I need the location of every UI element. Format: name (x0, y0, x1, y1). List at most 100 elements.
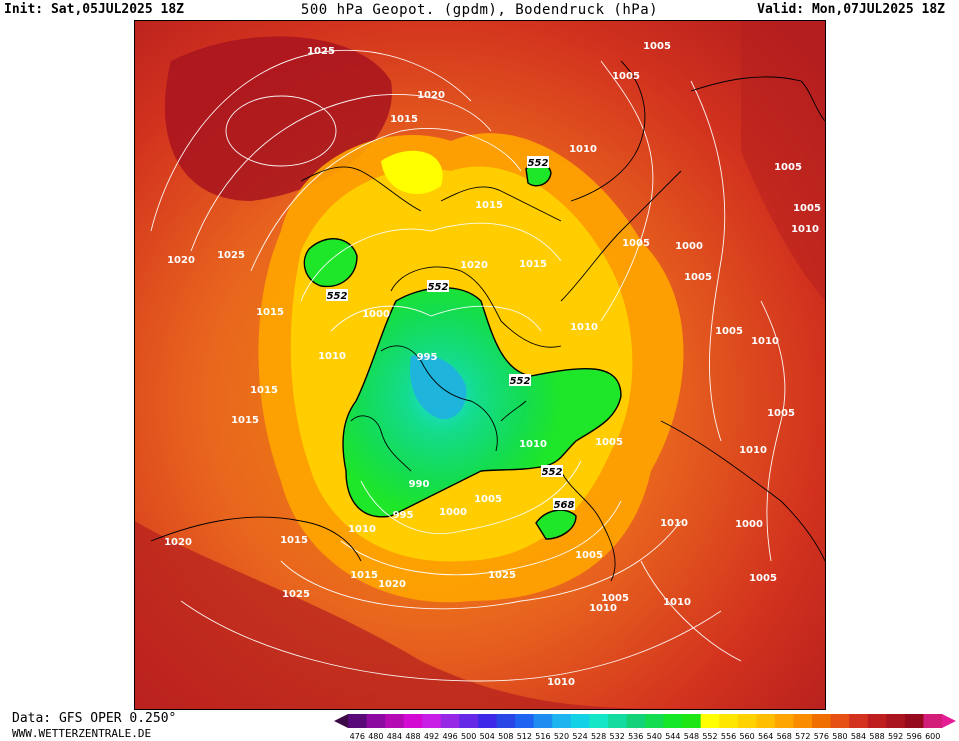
legend-tick-label: 556 (721, 732, 736, 741)
geopotential-label-text: 552 (327, 291, 348, 302)
legend-swatch (812, 714, 832, 728)
map-title: 500 hPa Geopot. (gpdm), Bodendruck (hPa) (300, 2, 659, 18)
isobar-label: 1005 (767, 408, 795, 419)
geopotential-label: 552 (527, 156, 549, 169)
isobar-label: 1015 (250, 385, 278, 396)
geopotential-label: 552 (541, 465, 563, 478)
isobar-label: 1005 (474, 494, 502, 505)
legend-tick-label: 540 (647, 732, 662, 741)
isobar-label: 1005 (622, 238, 650, 249)
cold-core (410, 354, 467, 420)
isobar-label: 1005 (715, 326, 743, 337)
isobar-label: 990 (409, 479, 430, 490)
legend-tick-label: 512 (517, 732, 532, 741)
legend-swatch (496, 714, 516, 728)
data-source: Data: GFS OPER 0.250° (12, 711, 177, 726)
legend-swatch (366, 714, 386, 728)
legend-swatch (830, 714, 850, 728)
isobar-label: 1015 (256, 307, 284, 318)
legend-swatch (459, 714, 479, 728)
isobar-label: 1020 (417, 90, 445, 101)
legend-tick-label: 572 (795, 732, 810, 741)
isobar-label: 1005 (774, 162, 802, 173)
website: WWW.WETTERZENTRALE.DE (12, 727, 152, 740)
legend-tick-label: 484 (387, 732, 402, 741)
color-legend: 476 480 484 488 492 496 500 504 508 512 516 520 524 5… (334, 714, 956, 741)
legend-swatch (923, 714, 943, 728)
legend-tick-label: 560 (739, 732, 754, 741)
isobar-label: 995 (393, 510, 414, 521)
map-canvas: 1025102010151005100510101005100510101015… (135, 21, 825, 709)
geopotential-label: 552 (326, 289, 348, 302)
geopotential-label-text: 568 (554, 500, 575, 511)
isobar-label: 1020 (378, 579, 406, 590)
legend-tick-label: 492 (424, 732, 439, 741)
geopotential-label: 552 (509, 374, 531, 387)
legend-tick-label: 524 (572, 732, 587, 741)
isobar-label: 995 (417, 352, 438, 363)
isobar-label: 1010 (569, 144, 597, 155)
geopotential-label-text: 552 (510, 376, 531, 387)
legend-tick-label: 544 (665, 732, 680, 741)
legend-tick-label: 600 (925, 732, 940, 741)
legend-tick-label: 504 (480, 732, 495, 741)
isobar-label: 1015 (231, 415, 259, 426)
legend-swatch (756, 714, 776, 728)
legend-swatch (904, 714, 924, 728)
isobar-label: 1010 (318, 351, 346, 362)
isobar-label: 1005 (749, 573, 777, 584)
isobar-label: 1015 (350, 570, 378, 581)
yellow-patch-north (381, 150, 443, 194)
legend-arrow-low (334, 714, 348, 728)
legend-swatch (682, 714, 702, 728)
legend-swatch (403, 714, 423, 728)
isobar-label: 1010 (751, 336, 779, 347)
legend-swatch (348, 714, 368, 728)
legend-swatch (719, 714, 739, 728)
legend-tick-label: 592 (888, 732, 903, 741)
isobar-label: 1005 (595, 437, 623, 448)
legend-swatch (867, 714, 887, 728)
legend-swatch (607, 714, 627, 728)
isobar-label: 1010 (791, 224, 819, 235)
geopotential-label: 552 (427, 280, 449, 293)
legend-swatch (589, 714, 609, 728)
isobar-label: 1005 (793, 203, 821, 214)
legend-arrow-high (942, 714, 956, 728)
legend-tick-label: 508 (498, 732, 513, 741)
isobar-label: 1020 (164, 537, 192, 548)
isobar-label: 1015 (280, 535, 308, 546)
valid-time: Valid: Mon,07JUL2025 18Z (757, 2, 945, 17)
legend-tick-label: 480 (368, 732, 383, 741)
legend-tick-label: 552 (702, 732, 717, 741)
init-time: Init: Sat,05JUL2025 18Z (4, 2, 185, 17)
legend-swatch (737, 714, 757, 728)
legend-swatch (515, 714, 535, 728)
isobar-label: 1025 (217, 250, 245, 261)
weather-map: 1025 1020 1015 1005 1005 1010 1005 1005 1010 1015… (134, 20, 826, 710)
isobar-label: 1020 (460, 260, 488, 271)
legend-tick-label: 528 (591, 732, 606, 741)
legend-tick-label: 576 (814, 732, 829, 741)
isobar-label: 1005 (612, 71, 640, 82)
geopotential-labels: 552 552 552 552 552 568 (326, 156, 575, 511)
legend-swatch (663, 714, 683, 728)
geopotential-label-box (427, 280, 449, 292)
legend-swatch (626, 714, 646, 728)
geopotential-label-box (541, 465, 563, 477)
geopotential-label-text: 552 (542, 467, 563, 478)
isobar-label: 1000 (675, 241, 703, 252)
legend-swatch (700, 714, 720, 728)
isobar-label: 1010 (589, 603, 617, 614)
legend-tick-label: 568 (777, 732, 792, 741)
isobar-label: 1010 (570, 322, 598, 333)
isobar-labels: 1025102010151005100510101005100510101015… (164, 41, 821, 688)
geopotential-label: 568 (553, 498, 575, 511)
isobar-label: 1010 (660, 518, 688, 529)
coastlines (150, 60, 825, 582)
legend-tick-label: 520 (554, 732, 569, 741)
isobar-label: 1015 (475, 200, 503, 211)
legend-tick-label: 476 (350, 732, 365, 741)
geopotential-label-box (509, 374, 531, 386)
legend-tick-label: 516 (535, 732, 550, 741)
